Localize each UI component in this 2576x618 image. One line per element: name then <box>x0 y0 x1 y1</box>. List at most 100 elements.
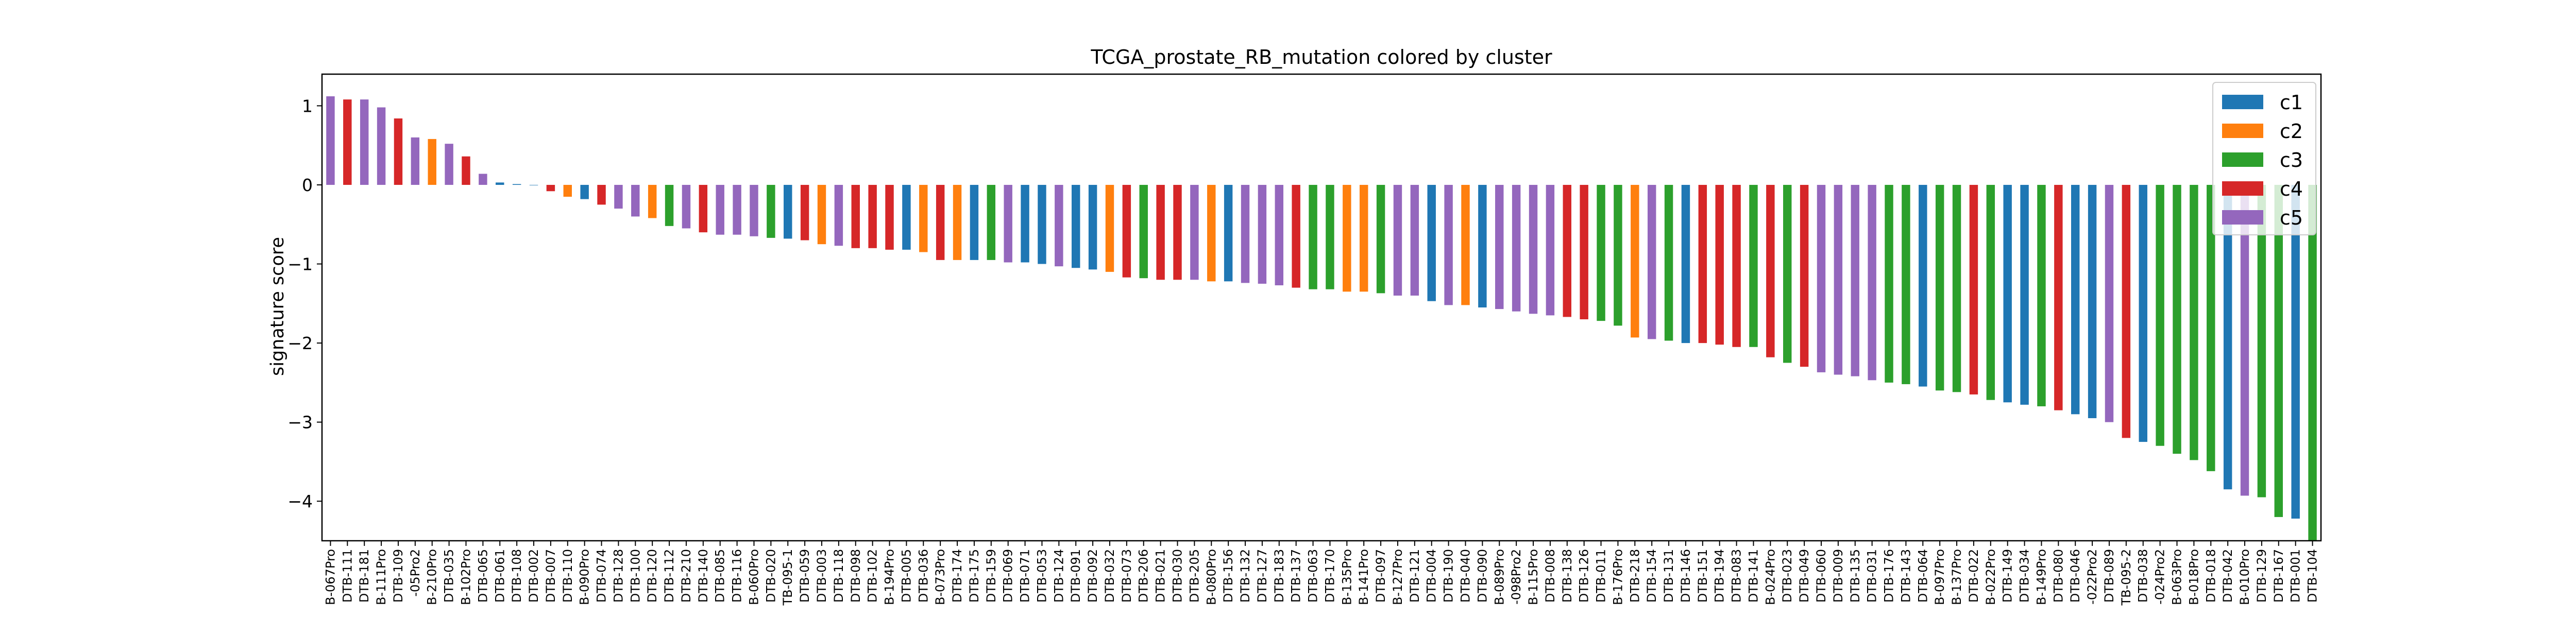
y-tick-label: −4 <box>287 491 313 511</box>
bar-DTB-042 <box>2223 184 2232 490</box>
bar-B-010Pro <box>2240 184 2249 496</box>
bar-B-137Pro <box>1952 184 1961 392</box>
x-tick-label: DTB-090 <box>1475 549 1489 603</box>
bar-B-210Pro <box>428 139 436 185</box>
x-tick-label: DTB-036 <box>916 549 930 603</box>
bar-DTB-021 <box>1156 184 1165 280</box>
x-tick-label: DTB-074 <box>595 549 609 603</box>
bar-DTB-036 <box>919 184 928 252</box>
bar-DTB-003 <box>817 184 826 245</box>
x-tick-label: DTB-100 <box>628 549 642 603</box>
x-tick-label: DTB-020 <box>764 549 778 603</box>
x-tick-label: DTB-174 <box>950 549 964 603</box>
bar-DTB-110 <box>563 184 572 197</box>
bar-DTB-127 <box>1258 184 1267 284</box>
bar-DTB-023 <box>1783 184 1792 363</box>
x-tick-label: DTB-110 <box>561 549 575 603</box>
x-tick-label: DTB-089 <box>2102 549 2116 603</box>
x-tick-label: DTB-181 <box>357 549 371 603</box>
bar-DTB-146 <box>1681 184 1690 344</box>
bar-TB-095-1 <box>784 184 792 239</box>
bar-DTB-181 <box>360 99 369 185</box>
x-tick-label: DTB-091 <box>1069 549 1083 603</box>
bar-DTB-141 <box>1749 184 1758 347</box>
bar-TB-095-2 <box>2122 184 2131 438</box>
x-tick-label: DTB-080 <box>2051 549 2065 603</box>
bar-DTB-118 <box>834 184 843 246</box>
y-axis-ticks: −4 −3 −2 −1 0 1 <box>287 96 322 511</box>
y-tick-label: −2 <box>287 333 313 353</box>
bar-B-149Pro <box>2037 184 2046 406</box>
x-tick-label: DTB-194 <box>1713 549 1727 603</box>
x-tick-label: DTB-102 <box>866 549 880 603</box>
x-tick-label: DTB-065 <box>476 549 490 603</box>
bar-DTB-194 <box>1715 184 1724 345</box>
x-tick-label: DTB-022 <box>1967 549 1981 603</box>
bar-DTB-031 <box>1868 184 1876 381</box>
x-tick-label: DTB-035 <box>442 549 456 603</box>
bar-DTB-116 <box>733 184 741 235</box>
x-tick-label: DTB-126 <box>1577 549 1591 603</box>
x-tick-label: DTB-060 <box>1814 549 1828 603</box>
x-tick-label: DTB-007 <box>544 549 558 603</box>
legend-label-c3: c3 <box>2280 149 2303 171</box>
x-tick-label: DTB-018 <box>2204 549 2218 603</box>
bar-DTB-104 <box>2308 184 2317 541</box>
legend: c1 c2 c3 c4 c5 <box>2212 82 2316 235</box>
bar-DTB-089 <box>2105 184 2114 422</box>
legend-label-c1: c1 <box>2280 91 2303 114</box>
bar-DTB-071 <box>1021 184 1029 263</box>
bar-DTB-074 <box>597 184 606 205</box>
bar-DTB-124 <box>1055 184 1063 267</box>
bar-DTB-097 <box>1376 184 1385 294</box>
x-tick-label: DTB-137 <box>1289 549 1303 603</box>
x-tick-label: B-194Pro <box>883 549 897 605</box>
x-tick-label: DTB-138 <box>1560 549 1574 603</box>
x-tick-label: DTB-132 <box>1238 549 1252 603</box>
bar-DTB-049 <box>1800 184 1809 367</box>
bar--05Pro2 <box>411 137 420 185</box>
y-tick-label: 0 <box>302 175 313 195</box>
x-tick-label: DTB-064 <box>1916 549 1930 603</box>
bar-B-080Pro <box>1207 184 1216 282</box>
bar-DTB-132 <box>1241 184 1250 283</box>
x-tick-label: DTB-183 <box>1272 549 1286 603</box>
bar-DTB-005 <box>902 184 911 250</box>
bar-DTB-108 <box>512 184 521 185</box>
x-tick-label: DTB-049 <box>1797 549 1811 603</box>
x-tick-label: DTB-034 <box>2018 549 2032 603</box>
x-tick-label: DTB-030 <box>1171 549 1185 603</box>
bar-DTB-007 <box>546 184 555 192</box>
x-tick-label: DTB-059 <box>798 549 812 603</box>
x-tick-label: B-024Pro <box>1763 549 1777 605</box>
x-tick-label: DTB-111 <box>340 549 354 603</box>
x-tick-label: B-060Pro <box>747 549 761 605</box>
bar-DTB-030 <box>1173 184 1182 280</box>
bar-B-097Pro <box>1935 184 1944 391</box>
bars-group <box>326 96 2317 541</box>
x-tick-label: B-176Pro <box>1611 549 1625 605</box>
bar-DTB-120 <box>648 184 657 218</box>
x-tick-label: DTB-046 <box>2068 549 2082 603</box>
bar-DTB-126 <box>1580 184 1588 320</box>
bar-DTB-011 <box>1597 184 1605 321</box>
x-tick-label: DTB-143 <box>1899 549 1913 603</box>
x-tick-label: DTB-109 <box>391 549 405 603</box>
x-tick-label: DTB-001 <box>2289 549 2303 603</box>
x-tick-label: DTB-156 <box>1221 549 1235 603</box>
bar-DTB-059 <box>800 184 809 241</box>
bar-DTB-001 <box>2291 184 2300 519</box>
x-tick-label: DTB-112 <box>662 549 676 603</box>
x-tick-label: DTB-190 <box>1442 549 1456 603</box>
bar-B-022Pro <box>1986 184 1995 400</box>
x-tick-label: DTB-175 <box>967 549 981 603</box>
bar-B-090Pro <box>580 184 589 199</box>
x-tick-label: DTB-061 <box>493 549 507 603</box>
bar-B-135Pro <box>1343 184 1351 292</box>
bar-DTB-085 <box>716 184 724 235</box>
x-tick-label: DTB-146 <box>1679 549 1693 603</box>
x-tick-label: B-010Pro <box>2238 549 2252 605</box>
bar-B-111Pro <box>377 107 386 185</box>
x-tick-label: DTB-069 <box>1001 549 1015 603</box>
x-tick-label: DTB-038 <box>2136 549 2150 603</box>
